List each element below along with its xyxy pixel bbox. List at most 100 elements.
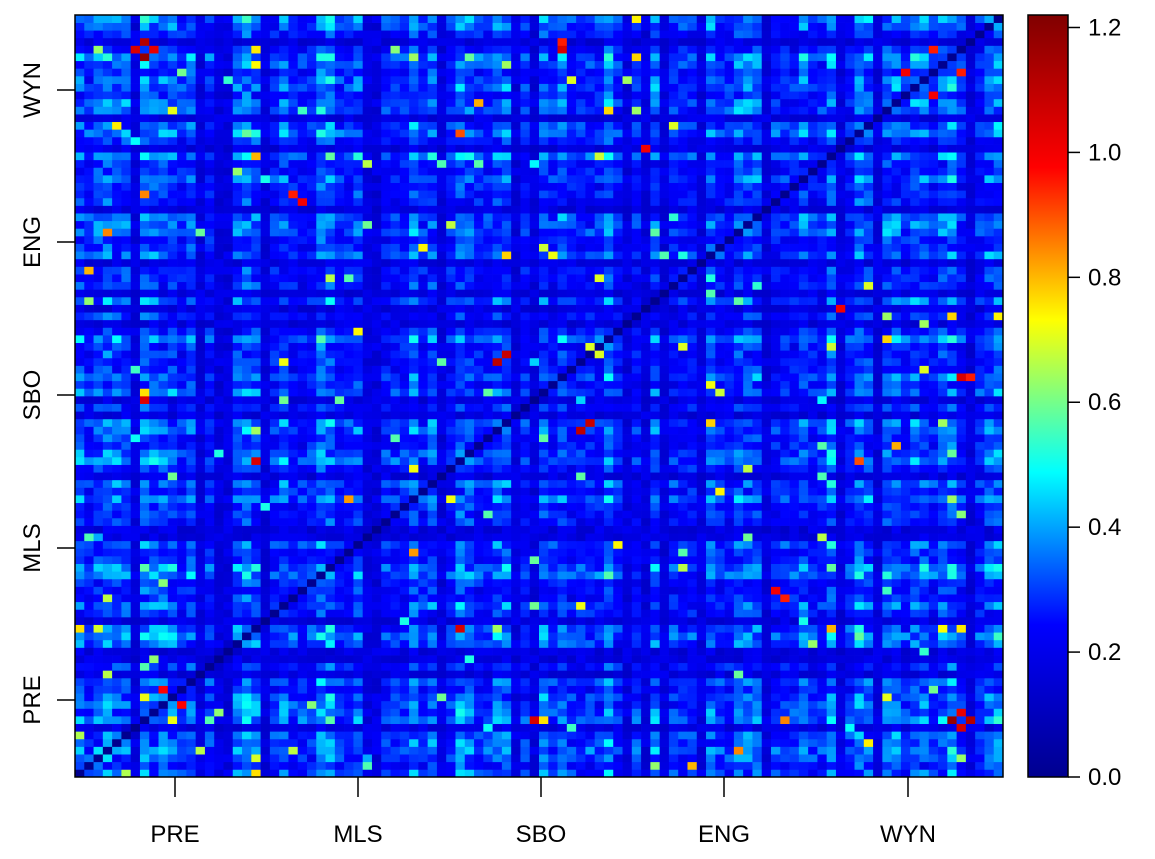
heatmap-cell (121, 479, 132, 488)
heatmap-cell (603, 586, 614, 595)
heatmap-cell (715, 533, 725, 542)
heatmap-cell (743, 571, 753, 580)
heatmap-cell (93, 601, 104, 610)
heatmap-cell (900, 769, 911, 778)
heatmap-cell (288, 723, 299, 732)
heatmap-cell (269, 586, 280, 595)
heatmap-cell (594, 761, 605, 770)
heatmap-cell (891, 533, 902, 542)
heatmap-cell (631, 449, 642, 458)
heatmap-cell (353, 693, 364, 702)
heatmap-cell (752, 601, 763, 610)
heatmap-cell (993, 464, 1004, 473)
heatmap-cell (139, 754, 150, 763)
heatmap-cell (195, 708, 206, 717)
heatmap-cell (752, 533, 763, 542)
heatmap-cell (381, 548, 391, 557)
heatmap-cell (965, 677, 976, 686)
heatmap-cell (539, 616, 549, 625)
heatmap-cell (585, 655, 596, 664)
heatmap-cell (195, 525, 206, 534)
heatmap-cell (316, 411, 326, 420)
heatmap-cell (984, 601, 995, 610)
heatmap-cell (501, 533, 512, 542)
heatmap-cell (631, 418, 642, 427)
heatmap-cell (511, 731, 521, 740)
heatmap-cell (307, 517, 317, 526)
heatmap-cell (251, 761, 261, 770)
heatmap-cell (93, 571, 104, 580)
heatmap-cell (798, 434, 809, 443)
heatmap-cell (631, 708, 642, 717)
heatmap-cell (353, 472, 364, 481)
heatmap-cell (594, 738, 605, 747)
heatmap-cell (464, 403, 475, 412)
heatmap-cell (715, 731, 725, 740)
heatmap-cell (149, 746, 159, 755)
heatmap-cell (501, 639, 512, 648)
heatmap-cell (371, 761, 382, 770)
heatmap-cell (279, 609, 289, 618)
heatmap-cell (279, 578, 289, 587)
heatmap-cell (139, 693, 150, 702)
heatmap-cell (928, 525, 939, 534)
heatmap-cell (307, 449, 317, 458)
heatmap-cell (687, 769, 698, 778)
heatmap-cell (177, 426, 187, 435)
heatmap-cell (195, 601, 206, 610)
heatmap-cell (659, 700, 670, 709)
heatmap-cell (399, 411, 410, 420)
heatmap-cell (938, 403, 948, 412)
heatmap-cell (706, 716, 716, 725)
heatmap-cell (307, 746, 317, 755)
heatmap-cell (381, 708, 391, 717)
heatmap-cell (873, 655, 883, 664)
heatmap-cell (121, 677, 132, 686)
heatmap-cell (242, 677, 252, 686)
heatmap-cell (520, 685, 531, 694)
heatmap-cell (158, 449, 169, 458)
heatmap-cell (548, 655, 558, 664)
heatmap-cell (297, 746, 308, 755)
heatmap-cell (835, 449, 846, 458)
heatmap-cell (344, 624, 354, 633)
heatmap-cell (641, 586, 651, 595)
heatmap-cell (427, 464, 438, 473)
heatmap-cell (214, 510, 224, 519)
heatmap-cell (474, 472, 484, 481)
heatmap-cell (307, 525, 317, 534)
heatmap-cell (316, 670, 326, 679)
heatmap-cell (242, 464, 252, 473)
heatmap-cell (576, 517, 586, 526)
heatmap-cell (873, 487, 883, 496)
heatmap-cell (279, 571, 289, 580)
heatmap-cell (316, 502, 326, 511)
heatmap-cell (752, 548, 763, 557)
heatmap-cell (771, 738, 781, 747)
heatmap-cell (956, 761, 967, 770)
heatmap-cell (149, 754, 159, 763)
heatmap-cell (260, 434, 271, 443)
heatmap-cell (93, 517, 104, 526)
heatmap-cell (511, 662, 521, 671)
heatmap-cell (696, 609, 707, 618)
heatmap-cell (975, 426, 985, 435)
heatmap-cell (102, 685, 113, 694)
heatmap-cell (371, 502, 382, 511)
heatmap-cell (84, 616, 94, 625)
heatmap-cell (835, 769, 846, 778)
heatmap-cell (706, 517, 716, 526)
heatmap-cell (474, 479, 484, 488)
heatmap-cell (835, 761, 846, 770)
heatmap-cell (223, 403, 234, 412)
heatmap-cell (279, 731, 289, 740)
heatmap-cell (585, 708, 596, 717)
heatmap-cell (279, 449, 289, 458)
heatmap-cell (826, 540, 837, 549)
heatmap-cell (344, 548, 354, 557)
heatmap-cell (288, 525, 299, 534)
heatmap-cell (84, 540, 94, 549)
heatmap-cell (956, 594, 967, 603)
heatmap-cell (696, 563, 707, 572)
heatmap-cell (84, 647, 94, 656)
